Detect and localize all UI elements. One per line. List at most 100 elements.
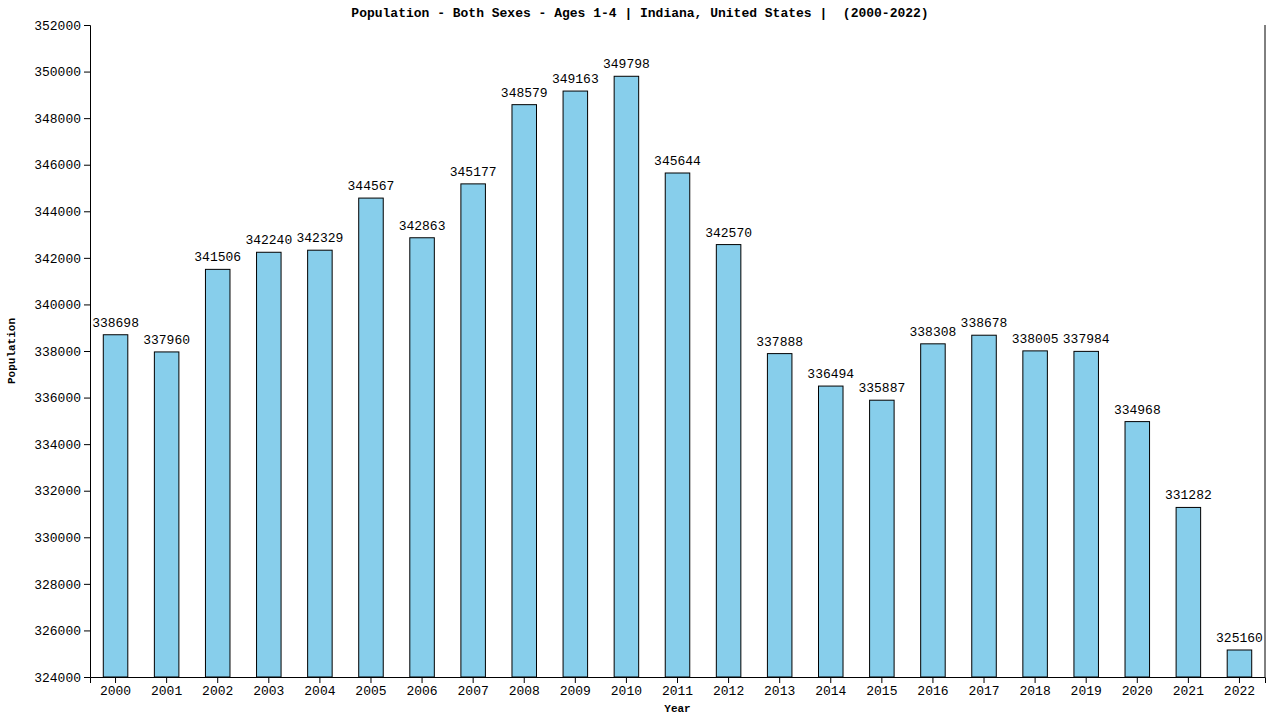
x-tick: 2021 <box>1173 677 1204 699</box>
bar <box>154 352 179 677</box>
x-tick: 2002 <box>202 677 233 699</box>
x-tick: 2017 <box>968 677 999 699</box>
x-tick-label: 2021 <box>1173 684 1204 699</box>
y-tick-mark <box>84 398 90 399</box>
y-axis-title: Population <box>6 318 18 384</box>
x-tick-mark <box>1188 677 1189 683</box>
x-tick-label: 2017 <box>968 684 999 699</box>
x-tick-label: 2014 <box>815 684 846 699</box>
y-axis-line <box>84 26 91 678</box>
x-tick: 2022 <box>1224 677 1255 699</box>
data-label: 337984 <box>1063 332 1110 347</box>
y-tick-label: 344000 <box>34 205 81 220</box>
x-tick-mark <box>1239 677 1240 683</box>
x-tick-mark <box>575 677 576 683</box>
data-label: 338308 <box>910 325 957 340</box>
x-tick: 2007 <box>458 677 489 699</box>
y-tick-mark <box>84 165 90 166</box>
y-tick: 342000 <box>34 252 90 267</box>
x-tick-mark <box>779 677 780 683</box>
y-tick: 334000 <box>34 438 90 453</box>
data-label: 338005 <box>1012 332 1059 347</box>
x-tick-mark <box>217 677 218 683</box>
x-tick-label: 2004 <box>304 684 335 699</box>
y-tick: 324000 <box>34 671 90 686</box>
y-tick-mark <box>84 677 90 678</box>
y-tick: 340000 <box>34 298 90 313</box>
x-tick: 2015 <box>866 677 897 699</box>
x-tick-mark <box>984 677 985 683</box>
bar <box>1227 650 1252 677</box>
y-tick: 344000 <box>34 205 90 220</box>
x-tick-mark <box>881 677 882 683</box>
data-label: 335887 <box>858 381 905 396</box>
y-tick-label: 334000 <box>34 438 81 453</box>
x-tick: 2020 <box>1122 677 1153 699</box>
y-axis: 3240003260003280003300003320003340003360… <box>34 19 90 686</box>
data-label: 345644 <box>654 154 701 169</box>
bar <box>461 184 486 677</box>
x-tick-mark <box>422 677 423 683</box>
x-tick-mark <box>370 677 371 683</box>
bar <box>308 250 333 677</box>
x-tick-label: 2016 <box>917 684 948 699</box>
bar <box>563 91 588 677</box>
y-tick: 326000 <box>34 624 90 639</box>
y-tick-mark <box>84 72 90 73</box>
x-tick-mark <box>524 677 525 683</box>
x-tick: 2012 <box>713 677 744 699</box>
x-tick: 2000 <box>100 677 131 699</box>
bar <box>1176 507 1201 677</box>
plot: 3386983379603415063422403423293445673428… <box>34 19 1265 700</box>
bars <box>103 76 1251 677</box>
x-tick-label: 2022 <box>1224 684 1255 699</box>
x-tick: 2010 <box>611 677 642 699</box>
x-tick-mark <box>1137 677 1138 683</box>
x-tick-label: 2020 <box>1122 684 1153 699</box>
x-tick: 2003 <box>253 677 284 699</box>
bar <box>767 354 792 677</box>
x-tick-mark <box>268 677 269 683</box>
x-tick-label: 2007 <box>458 684 489 699</box>
y-tick-mark <box>84 304 90 305</box>
x-tick-label: 2002 <box>202 684 233 699</box>
x-tick: 2009 <box>560 677 591 699</box>
y-tick-label: 342000 <box>34 252 81 267</box>
y-tick-label: 348000 <box>34 112 81 127</box>
x-tick-label: 2011 <box>662 684 693 699</box>
x-tick-mark <box>1086 677 1087 683</box>
y-tick-label: 350000 <box>34 65 81 80</box>
x-axis-title: Year <box>664 703 690 715</box>
bar <box>359 198 384 677</box>
data-label: 331282 <box>1165 488 1212 503</box>
data-label: 344567 <box>348 179 395 194</box>
y-tick-label: 336000 <box>34 391 81 406</box>
data-label: 334968 <box>1114 403 1161 418</box>
data-labels: 3386983379603415063422403423293445673428… <box>92 57 1263 646</box>
data-label: 348579 <box>501 86 548 101</box>
x-tick-label: 2001 <box>151 684 182 699</box>
y-tick-label: 328000 <box>34 578 81 593</box>
bar <box>870 400 895 677</box>
bar <box>665 173 690 677</box>
x-tick-mark <box>830 677 831 683</box>
y-tick-label: 324000 <box>34 671 81 686</box>
data-label: 342570 <box>705 226 752 241</box>
x-tick: 2006 <box>406 677 437 699</box>
bar <box>205 269 230 677</box>
data-label: 325160 <box>1216 631 1263 646</box>
y-tick-mark <box>84 491 90 492</box>
y-tick-mark <box>84 211 90 212</box>
bar <box>614 76 639 677</box>
y-tick-label: 330000 <box>34 531 81 546</box>
bar <box>410 238 435 677</box>
data-label: 349798 <box>603 57 650 72</box>
data-label: 349163 <box>552 72 599 87</box>
x-tick-mark <box>728 677 729 683</box>
y-tick-mark <box>84 584 90 585</box>
x-tick: 2016 <box>917 677 948 699</box>
bar <box>1074 351 1099 677</box>
title: Population - Both Sexes - Ages 1-4 | Ind… <box>351 6 928 21</box>
x-tick: 2001 <box>151 677 182 699</box>
y-tick-label: 326000 <box>34 624 81 639</box>
